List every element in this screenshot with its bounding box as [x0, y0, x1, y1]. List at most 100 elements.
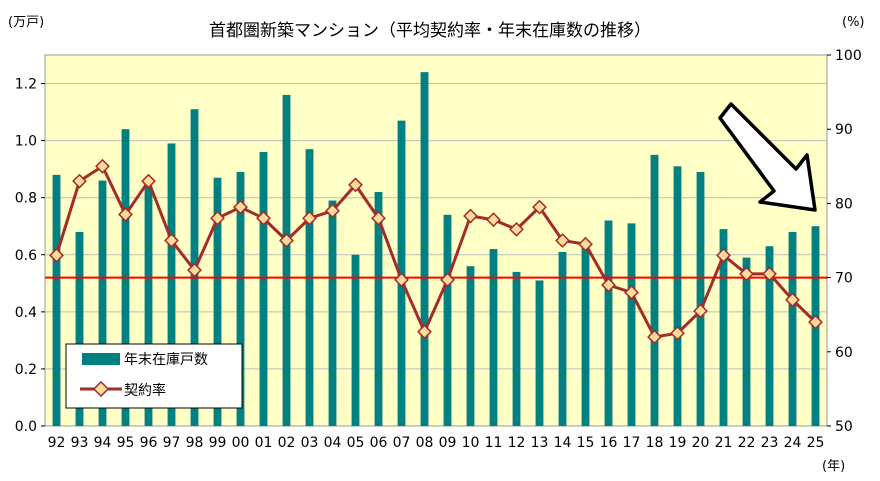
- left-tick-label: 1.2: [15, 77, 37, 93]
- marker-04: [325, 203, 340, 219]
- right-axis: 50 60 70 80 90 100: [827, 48, 862, 435]
- marker-21: [716, 247, 731, 263]
- marker-06: [371, 210, 386, 226]
- bar-01: [259, 152, 268, 426]
- contract-rate-line: [55, 164, 817, 339]
- left-tick-label: 0.4: [15, 305, 37, 321]
- x-tick-label: 18: [646, 435, 664, 451]
- bar-92: [52, 174, 61, 426]
- bar-11: [489, 249, 498, 426]
- marker-16: [601, 277, 616, 293]
- marker-10: [463, 208, 478, 224]
- right-tick-label: 80: [835, 196, 853, 212]
- bar-05: [351, 254, 360, 426]
- x-tick-label: 13: [531, 435, 549, 451]
- x-tick-label: 25: [807, 435, 825, 451]
- marker-18: [647, 329, 662, 345]
- bar-14: [558, 251, 567, 426]
- bar-03: [305, 149, 314, 426]
- x-tick-label: 14: [554, 435, 572, 451]
- bar-04: [328, 200, 337, 426]
- marker-11: [486, 212, 501, 228]
- marker-05: [348, 177, 363, 193]
- x-tick-label: 94: [94, 435, 112, 451]
- bar-13: [535, 280, 544, 426]
- bar-94: [98, 180, 107, 426]
- x-tick-label: 21: [715, 435, 733, 451]
- x-tick-label: 03: [301, 435, 319, 451]
- legend-bar-swatch: [82, 353, 120, 365]
- marker-96: [141, 173, 156, 189]
- bar-19: [673, 166, 682, 427]
- downward-arrow: [718, 102, 817, 212]
- bar-99: [213, 177, 222, 426]
- marker-17: [624, 285, 639, 300]
- marker-09: [440, 272, 455, 288]
- line-markers: [49, 158, 823, 345]
- right-tick-label: 70: [835, 271, 853, 287]
- bar-16: [604, 220, 613, 426]
- left-tick-label: 0.2: [15, 362, 37, 378]
- bar-06: [374, 191, 383, 426]
- x-tick-label: 00: [232, 435, 250, 451]
- marker-07: [394, 272, 409, 288]
- x-tick-label: 01: [255, 435, 273, 451]
- x-tick-label: 07: [393, 435, 411, 451]
- marker-99: [210, 210, 225, 226]
- x-tick-label: 02: [278, 435, 296, 451]
- x-tick-label: 95: [117, 435, 135, 451]
- bar-24: [788, 231, 797, 426]
- left-tick-label: 1.0: [15, 134, 37, 150]
- x-tick-label: 92: [48, 435, 66, 451]
- x-tick-label: 24: [784, 435, 802, 451]
- x-tick-label: 06: [370, 435, 388, 451]
- right-tick-label: 100: [835, 48, 862, 64]
- bar-21: [719, 229, 728, 426]
- marker-92: [49, 247, 64, 263]
- bar-09: [443, 214, 452, 426]
- bar-15: [581, 246, 590, 426]
- x-tick-label: 09: [439, 435, 457, 451]
- left-tick-label: 0.6: [15, 248, 37, 264]
- legend: 年末在庫戸数 契約率: [65, 343, 243, 409]
- left-axis: 0.0 0.2 0.4 0.6 0.8 1.0 1.2: [15, 77, 45, 435]
- marker-00: [233, 199, 248, 215]
- bar-20: [696, 172, 705, 426]
- bar-02: [282, 94, 291, 426]
- x-tick-label: 15: [577, 435, 595, 451]
- marker-14: [555, 233, 570, 248]
- bar-00: [236, 172, 245, 426]
- right-tick-label: 50: [835, 419, 853, 435]
- x-tick-label: 11: [485, 435, 503, 451]
- x-tick-label: 99: [209, 435, 227, 451]
- marker-93: [72, 173, 87, 189]
- marker-08: [417, 324, 432, 340]
- x-axis: 92 93 94 95 96 97 98 99 00 01 02 03 04 05 06 07 08 09 10 11…: [48, 435, 825, 451]
- x-tick-label: 98: [186, 435, 204, 451]
- marker-13: [532, 199, 547, 215]
- right-axis-unit: (%): [842, 15, 865, 30]
- marker-25: [808, 314, 823, 330]
- right-tick-label: 90: [835, 122, 853, 138]
- left-tick-label: 0.0: [15, 419, 37, 435]
- marker-03: [302, 210, 317, 226]
- x-tick-label: 05: [347, 435, 365, 451]
- x-axis-unit: (年): [822, 459, 845, 474]
- left-axis-unit: (万戸): [8, 15, 44, 30]
- legend-line-label: 契約率: [124, 382, 166, 399]
- marker-15: [578, 236, 593, 252]
- legend-marker-swatch: [92, 380, 110, 398]
- marker-19: [670, 325, 685, 341]
- bar-18: [650, 154, 659, 426]
- legend-bar-label: 年末在庫戸数: [124, 351, 208, 368]
- x-tick-label: 97: [163, 435, 181, 451]
- bar-23: [765, 246, 774, 426]
- x-tick-label: 19: [669, 435, 687, 451]
- marker-01: [256, 210, 271, 226]
- marker-02: [279, 233, 294, 248]
- bar-08: [420, 72, 429, 426]
- left-tick-label: 0.8: [15, 191, 37, 207]
- x-tick-label: 96: [140, 435, 158, 451]
